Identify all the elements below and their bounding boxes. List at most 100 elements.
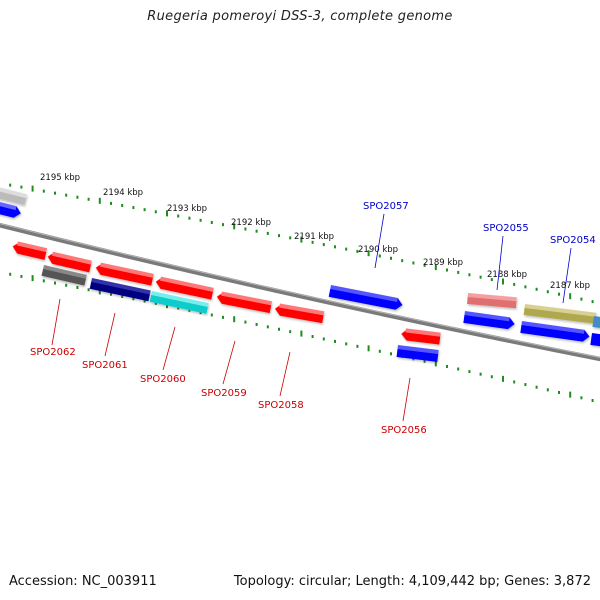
- major-tick: [300, 236, 303, 243]
- minor-tick: [524, 383, 527, 387]
- major-tick: [233, 316, 236, 323]
- gene-arrow[interactable]: [11, 241, 48, 260]
- minor-tick: [255, 322, 258, 326]
- kbp-label: 2192 kbp: [231, 218, 271, 228]
- summary-text: Topology: circular; Length: 4,109,442 bp…: [233, 574, 591, 589]
- gene-arrow[interactable]: [0, 199, 22, 219]
- minor-tick: [76, 195, 79, 199]
- gene-block[interactable]: [467, 293, 517, 309]
- gene-arrow[interactable]: [216, 291, 273, 314]
- minor-tick: [345, 342, 348, 346]
- minor-tick: [210, 220, 213, 224]
- gene-label: SPO2057: [363, 201, 409, 212]
- minor-tick: [289, 330, 292, 334]
- minor-tick: [222, 223, 224, 227]
- gene-label: SPO2062: [30, 347, 76, 358]
- minor-tick: [322, 337, 325, 341]
- outer-tick-ring: [9, 183, 594, 304]
- gene-label: SPO2061: [82, 360, 128, 371]
- minor-tick: [132, 206, 135, 210]
- minor-tick: [110, 201, 112, 205]
- gene-arrow[interactable]: [155, 276, 214, 300]
- minor-tick: [490, 278, 493, 282]
- minor-tick: [154, 210, 157, 214]
- major-tick: [502, 278, 504, 285]
- major-tick: [502, 375, 504, 382]
- minor-tick: [42, 279, 45, 283]
- backbone: [0, 222, 600, 362]
- gene-block[interactable]: [89, 278, 151, 302]
- kbp-label: 2193 kbp: [167, 204, 207, 214]
- minor-tick: [222, 315, 224, 319]
- gene-block[interactable]: [523, 304, 597, 324]
- gene-arrow[interactable]: [46, 251, 92, 273]
- gene-arrow[interactable]: [401, 328, 441, 345]
- map-title: Ruegeria pomeroyi DSS-3, complete genome: [147, 9, 453, 24]
- gene-arrow[interactable]: [463, 311, 515, 330]
- minor-tick: [65, 193, 68, 197]
- kbp-label: 2194 kbp: [103, 188, 143, 198]
- minor-tick: [345, 247, 348, 251]
- minor-tick: [468, 370, 471, 374]
- gene-label: SPO2059: [201, 388, 247, 399]
- kbp-label: 2195 kbp: [40, 173, 80, 183]
- major-tick: [166, 210, 168, 217]
- major-tick: [569, 391, 572, 398]
- major-tick: [233, 223, 236, 230]
- minor-tick: [266, 231, 269, 235]
- gene-block[interactable]: [41, 265, 87, 286]
- minor-tick: [87, 197, 90, 201]
- major-tick: [434, 264, 437, 271]
- gene-label: SPO2056: [381, 425, 427, 436]
- minor-tick: [535, 287, 538, 291]
- gene-arrow[interactable]: [95, 262, 154, 286]
- minor-tick: [334, 339, 336, 343]
- gene-arrow[interactable]: [328, 285, 404, 311]
- minor-tick: [378, 254, 381, 258]
- minor-tick: [546, 388, 549, 392]
- minor-tick: [9, 183, 12, 187]
- minor-tick: [244, 320, 247, 324]
- minor-tick: [546, 290, 549, 294]
- minor-tick: [457, 270, 460, 274]
- minor-tick: [580, 297, 583, 301]
- minor-tick: [446, 268, 448, 272]
- gene-block[interactable]: [149, 291, 209, 314]
- minor-tick: [278, 327, 280, 331]
- minor-tick: [188, 308, 191, 312]
- gene-arrow[interactable]: [520, 321, 590, 342]
- minor-tick: [446, 364, 448, 368]
- major-tick: [31, 185, 34, 192]
- minor-tick: [356, 249, 359, 253]
- minor-tick: [591, 300, 594, 304]
- kbp-label: 2188 kbp: [487, 270, 527, 280]
- minor-tick: [199, 311, 202, 315]
- minor-tick: [255, 229, 258, 233]
- major-tick: [300, 330, 303, 337]
- minor-tick: [457, 367, 460, 371]
- minor-tick: [479, 372, 482, 376]
- gene-arrow[interactable]: [274, 303, 325, 324]
- gene-block[interactable]: [592, 316, 600, 329]
- minor-tick: [244, 227, 247, 231]
- minor-tick: [378, 349, 381, 353]
- major-tick: [367, 250, 370, 257]
- inner-tick-ring: [9, 272, 594, 402]
- minor-tick: [468, 273, 471, 277]
- forward-gene-labels: SPO2057 SPO2055 SPO2054: [363, 201, 596, 246]
- major-tick: [31, 275, 34, 282]
- minor-tick: [390, 256, 392, 260]
- gene-arrow[interactable]: [590, 333, 600, 347]
- gene-label: SPO2058: [258, 400, 304, 411]
- minor-tick: [20, 274, 23, 278]
- minor-tick: [76, 285, 79, 289]
- minor-tick: [121, 295, 124, 299]
- minor-tick: [121, 203, 124, 207]
- gene-block[interactable]: [0, 187, 28, 205]
- gene-arrow[interactable]: [396, 345, 439, 362]
- major-tick: [98, 197, 101, 204]
- minor-tick: [54, 281, 56, 285]
- minor-tick: [513, 380, 516, 384]
- minor-tick: [266, 325, 269, 329]
